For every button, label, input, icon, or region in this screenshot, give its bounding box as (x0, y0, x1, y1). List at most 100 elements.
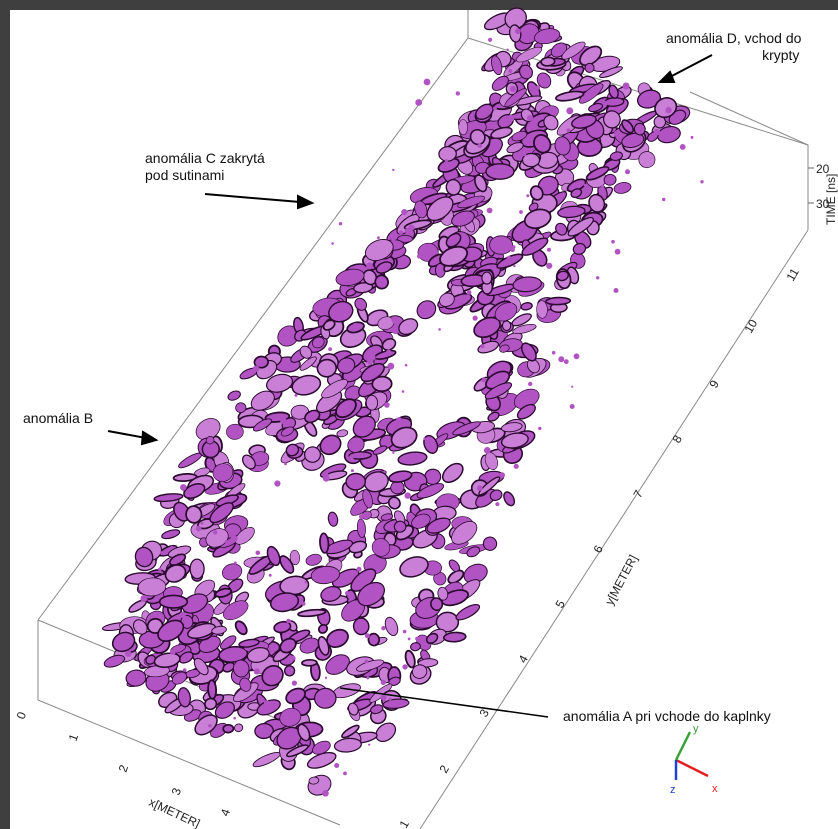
anomaly-blob (171, 671, 187, 685)
anomaly-speck (328, 347, 332, 351)
anomaly-speck (538, 426, 542, 431)
anomaly-blob (348, 451, 372, 460)
anomaly-speck (569, 404, 575, 409)
gizmo-x-label: x (712, 783, 718, 795)
anomaly-blob (158, 594, 189, 609)
anomaly-speck (415, 636, 420, 641)
anomaly-blob (222, 563, 243, 581)
anomaly-speck (456, 227, 459, 230)
anomaly-blob (362, 269, 378, 286)
anomaly-speck (571, 385, 574, 388)
anomaly-blob (357, 581, 386, 607)
anomaly-blob (289, 549, 301, 566)
anomaly-blob (234, 527, 255, 545)
anomaly-speck (455, 91, 460, 96)
anomaly-speck (182, 668, 187, 672)
anomaly-blob (321, 379, 348, 399)
anomaly-speck (195, 525, 202, 532)
anomaly-blob (279, 707, 302, 727)
anomaly-blob (489, 489, 503, 501)
anomaly-speck (381, 626, 386, 631)
anomaly-speck (535, 85, 541, 90)
bounding-box (37, 10, 809, 829)
anomaly-blob (327, 511, 339, 527)
anomaly-speck (160, 551, 164, 555)
anomaly-speck (304, 580, 308, 584)
anomaly-blob (169, 553, 187, 566)
anomaly-blob (218, 645, 249, 663)
anomaly-speck (436, 538, 443, 545)
anomaly-blob (567, 217, 594, 237)
anomaly-blob (636, 89, 662, 109)
anomaly-blob (172, 473, 198, 482)
anomaly-speck (263, 700, 270, 706)
anomaly-blob (399, 556, 429, 578)
anomaly-blob (304, 409, 321, 424)
anomaly-blob (633, 122, 646, 136)
anomaly-blob (469, 128, 486, 146)
anomaly-speck (551, 350, 556, 355)
anomaly-speck (566, 128, 571, 133)
anomaly-blob (397, 451, 428, 466)
anomaly-speck (483, 447, 491, 454)
gizmo-y-label: y (693, 723, 699, 735)
anomaly-speck (423, 437, 427, 441)
anomaly-speck (125, 650, 132, 657)
y-tick-label: 8 (669, 432, 685, 445)
anomaly-speck (415, 99, 423, 106)
anomaly-blob (388, 470, 413, 483)
anomaly-speck (366, 358, 374, 365)
anomaly-speck (291, 680, 297, 686)
anomaly-blob (353, 282, 374, 294)
anomaly-blob (481, 271, 493, 285)
anomaly-speck (255, 550, 261, 556)
anomaly-speck (338, 222, 343, 226)
anomaly-blob (603, 173, 617, 186)
anomaly-blob (299, 345, 313, 359)
anomaly-blob (317, 636, 330, 656)
anomaly-speck (407, 637, 411, 641)
anomaly-speck (158, 567, 162, 571)
anomaly-blob (609, 151, 623, 161)
anomaly-speck (402, 629, 407, 634)
anomaly-speck (252, 365, 260, 372)
anomaly-blob (621, 119, 634, 134)
anomaly-speck (294, 393, 298, 397)
anomaly-blob (521, 237, 549, 256)
anomaly-speck (653, 128, 660, 136)
x-tick-label: 0 (14, 710, 30, 721)
anomaly-blob (214, 701, 235, 719)
anomaly-blob (316, 358, 337, 378)
anomaly-blob (439, 245, 469, 267)
anomaly-blob (536, 72, 552, 89)
anomaly-blob (374, 274, 389, 290)
anomaly-speck (573, 353, 580, 360)
anomaly-blob (435, 611, 460, 633)
anomaly-blob (536, 300, 548, 319)
anomaly-blob (543, 114, 559, 131)
anomaly-blob (333, 737, 362, 753)
anomaly-blob (335, 398, 357, 419)
anomaly-blob (501, 432, 529, 449)
anomaly-blob (273, 620, 292, 634)
anomaly-blob (161, 529, 181, 540)
anomaly-speck (170, 545, 174, 549)
annotation-anomaly-c-line2: pod sutinami (145, 167, 225, 183)
anomaly-blob (125, 669, 147, 687)
anomaly-blob (372, 445, 388, 455)
anomaly-blob (250, 390, 275, 411)
anomaly-speck (386, 349, 392, 355)
anomaly-blob (561, 41, 586, 60)
anomaly-blob (404, 649, 416, 669)
anomaly-blob (426, 517, 451, 534)
anomaly-blob (602, 110, 621, 129)
anomaly-blob (417, 658, 439, 668)
anomaly-speck (679, 144, 686, 150)
anomaly-blob (588, 193, 606, 213)
anomaly-blob (382, 698, 410, 709)
anomaly-blob (226, 423, 244, 440)
anomaly-blob (336, 429, 349, 438)
anomaly-blob (239, 677, 252, 692)
anomaly-blob (443, 631, 467, 643)
anomaly-speck (510, 302, 513, 306)
